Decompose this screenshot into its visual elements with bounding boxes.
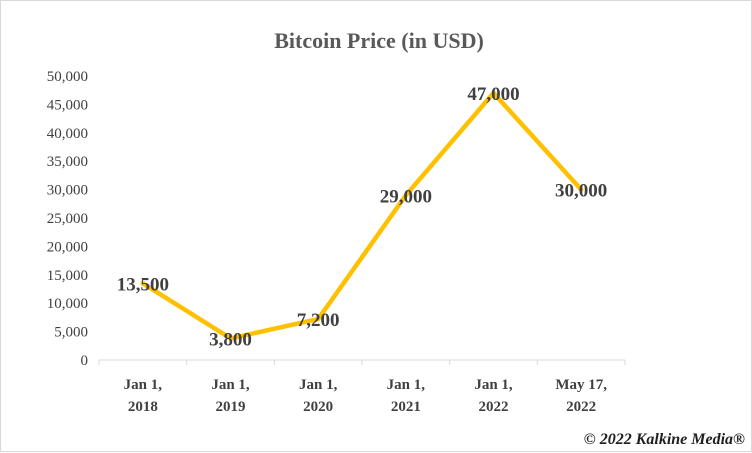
y-tick-label: 45,000: [47, 97, 88, 113]
x-tick-label: Jan 1, 2020: [299, 377, 338, 415]
x-tick-label-line: 2019: [216, 399, 246, 415]
y-tick-label: 20,000: [47, 239, 88, 255]
series-layer: [140, 90, 584, 341]
series-line: [140, 90, 584, 341]
y-tick-label: 5,000: [54, 325, 88, 341]
x-tick-label-line: 2018: [128, 399, 158, 415]
y-tick-label: 10,000: [47, 296, 88, 312]
data-label: 7,200: [297, 310, 340, 331]
x-tick-label: Jan 1, 2022: [474, 377, 513, 415]
data-label: 3,800: [209, 329, 252, 350]
x-tick-label-line: 2022: [479, 399, 509, 415]
x-tick-label-line: Jan 1,: [124, 377, 163, 393]
y-axis: 0 5,000 10,000 15,000 20,000 25,000 30,000 35,0…: [47, 69, 88, 369]
x-tick-label-line: Jan 1,: [474, 377, 513, 393]
data-label: 29,000: [380, 186, 432, 207]
x-tick-label-line: Jan 1,: [387, 377, 426, 393]
copyright-text: © 2022 Kalkine Media®: [584, 431, 745, 448]
y-tick-label: 35,000: [47, 154, 88, 170]
x-tick-label-line: 2020: [303, 399, 333, 415]
chart-title: Bitcoin Price (in USD): [274, 28, 484, 53]
data-label-layer: 13,500 3,800 7,200 29,000 47,000 30,000: [117, 84, 608, 350]
x-tick-label: May 17, 2022: [555, 377, 607, 415]
y-tick-label: 40,000: [47, 126, 88, 142]
x-tick-label-line: Jan 1,: [299, 377, 338, 393]
y-tick-label: 0: [81, 353, 89, 369]
x-tick-label-line: Jan 1,: [211, 377, 250, 393]
y-tick-label: 15,000: [47, 268, 88, 284]
x-tick-label: Jan 1, 2018: [124, 377, 163, 415]
x-tick-label-line: May 17,: [555, 377, 607, 393]
x-tick-label-line: 2021: [391, 399, 421, 415]
x-tick-label: Jan 1, 2021: [387, 377, 426, 415]
x-tick-label: Jan 1, 2019: [211, 377, 250, 415]
data-label: 47,000: [467, 84, 519, 105]
x-tick-label-line: 2022: [566, 399, 596, 415]
y-tick-label: 25,000: [47, 211, 88, 227]
data-label: 13,500: [117, 274, 169, 295]
data-label: 30,000: [555, 181, 607, 202]
y-tick-label: 30,000: [47, 183, 88, 199]
y-tick-label: 50,000: [47, 69, 88, 85]
x-axis: Jan 1, 2018 Jan 1, 2019 Jan 1, 2020 Jan 1, 2021…: [98, 359, 626, 415]
